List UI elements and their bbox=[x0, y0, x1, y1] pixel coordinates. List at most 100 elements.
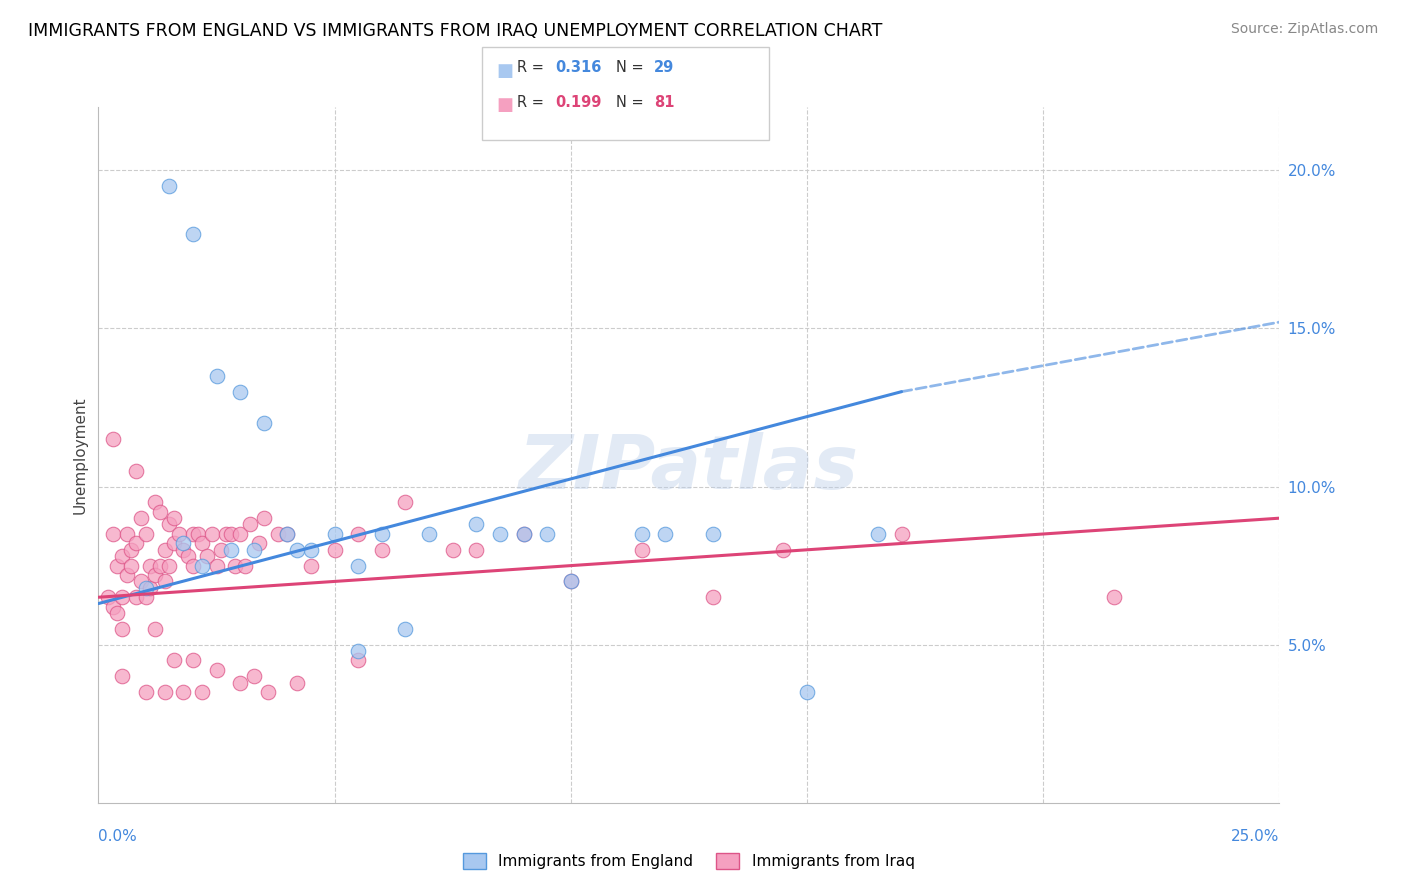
Point bbox=[371, 542, 394, 557]
Point bbox=[163, 536, 186, 550]
Point bbox=[139, 558, 162, 573]
Point bbox=[125, 591, 148, 605]
Point bbox=[121, 542, 143, 557]
Point bbox=[149, 505, 172, 519]
Point bbox=[181, 227, 204, 241]
Point bbox=[371, 527, 394, 541]
Point bbox=[177, 549, 200, 563]
Point bbox=[139, 581, 162, 595]
Point bbox=[394, 622, 416, 636]
Point bbox=[143, 568, 166, 582]
Point bbox=[276, 527, 298, 541]
Point bbox=[97, 591, 120, 605]
Point bbox=[129, 511, 152, 525]
Point bbox=[229, 527, 252, 541]
Text: N =: N = bbox=[616, 95, 648, 110]
Point bbox=[205, 368, 228, 383]
Point bbox=[347, 527, 370, 541]
Text: 0.199: 0.199 bbox=[555, 95, 602, 110]
Point bbox=[1102, 591, 1125, 605]
Point bbox=[243, 669, 266, 683]
Point bbox=[512, 527, 534, 541]
Point bbox=[157, 558, 180, 573]
Point bbox=[219, 527, 242, 541]
Point bbox=[233, 558, 256, 573]
Point bbox=[101, 527, 124, 541]
Point bbox=[866, 527, 889, 541]
Point bbox=[129, 574, 152, 589]
Point bbox=[394, 495, 416, 509]
Point bbox=[323, 542, 346, 557]
Point bbox=[105, 558, 128, 573]
Point bbox=[187, 527, 209, 541]
Point bbox=[143, 622, 166, 636]
Point bbox=[172, 536, 194, 550]
Point bbox=[441, 542, 464, 557]
Point bbox=[153, 685, 176, 699]
Point bbox=[121, 558, 143, 573]
Point bbox=[149, 558, 172, 573]
Point bbox=[299, 542, 322, 557]
Point bbox=[163, 653, 186, 667]
Point bbox=[153, 542, 176, 557]
Point bbox=[285, 542, 308, 557]
Point bbox=[101, 432, 124, 446]
Point bbox=[101, 599, 124, 614]
Text: Source: ZipAtlas.com: Source: ZipAtlas.com bbox=[1230, 22, 1378, 37]
Point bbox=[143, 495, 166, 509]
Point bbox=[512, 527, 534, 541]
Point bbox=[630, 542, 652, 557]
Point bbox=[125, 464, 148, 478]
Point bbox=[105, 606, 128, 620]
Point bbox=[125, 536, 148, 550]
Point bbox=[772, 542, 794, 557]
Point bbox=[201, 527, 224, 541]
Text: N =: N = bbox=[616, 60, 648, 75]
Point bbox=[247, 536, 270, 550]
Point bbox=[418, 527, 440, 541]
Text: 29: 29 bbox=[654, 60, 673, 75]
Point bbox=[135, 591, 157, 605]
Point bbox=[172, 542, 194, 557]
Point bbox=[489, 527, 512, 541]
Point bbox=[560, 574, 582, 589]
Point bbox=[167, 527, 190, 541]
Point bbox=[191, 685, 214, 699]
Text: R =: R = bbox=[517, 95, 548, 110]
Point bbox=[267, 527, 290, 541]
Point bbox=[219, 542, 242, 557]
Point bbox=[890, 527, 912, 541]
Text: 0.316: 0.316 bbox=[555, 60, 602, 75]
Text: ZIPatlas: ZIPatlas bbox=[519, 433, 859, 506]
Point bbox=[536, 527, 558, 541]
Point bbox=[209, 542, 232, 557]
Point bbox=[224, 558, 246, 573]
Point bbox=[630, 527, 652, 541]
Point bbox=[115, 568, 138, 582]
Text: 0.0%: 0.0% bbox=[98, 830, 138, 844]
Text: ■: ■ bbox=[496, 96, 513, 114]
Point bbox=[191, 558, 214, 573]
Point bbox=[253, 511, 276, 525]
Point bbox=[253, 417, 276, 431]
Text: 81: 81 bbox=[654, 95, 675, 110]
Point bbox=[285, 675, 308, 690]
Point bbox=[702, 591, 724, 605]
Point bbox=[163, 511, 186, 525]
Point bbox=[347, 558, 370, 573]
Point bbox=[560, 574, 582, 589]
Point bbox=[191, 536, 214, 550]
Point bbox=[229, 675, 252, 690]
Point bbox=[115, 527, 138, 541]
Point bbox=[157, 517, 180, 532]
Point bbox=[111, 669, 134, 683]
Point bbox=[215, 527, 238, 541]
Point bbox=[135, 581, 157, 595]
Point bbox=[239, 517, 262, 532]
Text: 25.0%: 25.0% bbox=[1232, 830, 1279, 844]
Point bbox=[257, 685, 280, 699]
Point bbox=[276, 527, 298, 541]
Point bbox=[195, 549, 218, 563]
Y-axis label: Unemployment: Unemployment bbox=[72, 396, 87, 514]
Point bbox=[465, 542, 488, 557]
